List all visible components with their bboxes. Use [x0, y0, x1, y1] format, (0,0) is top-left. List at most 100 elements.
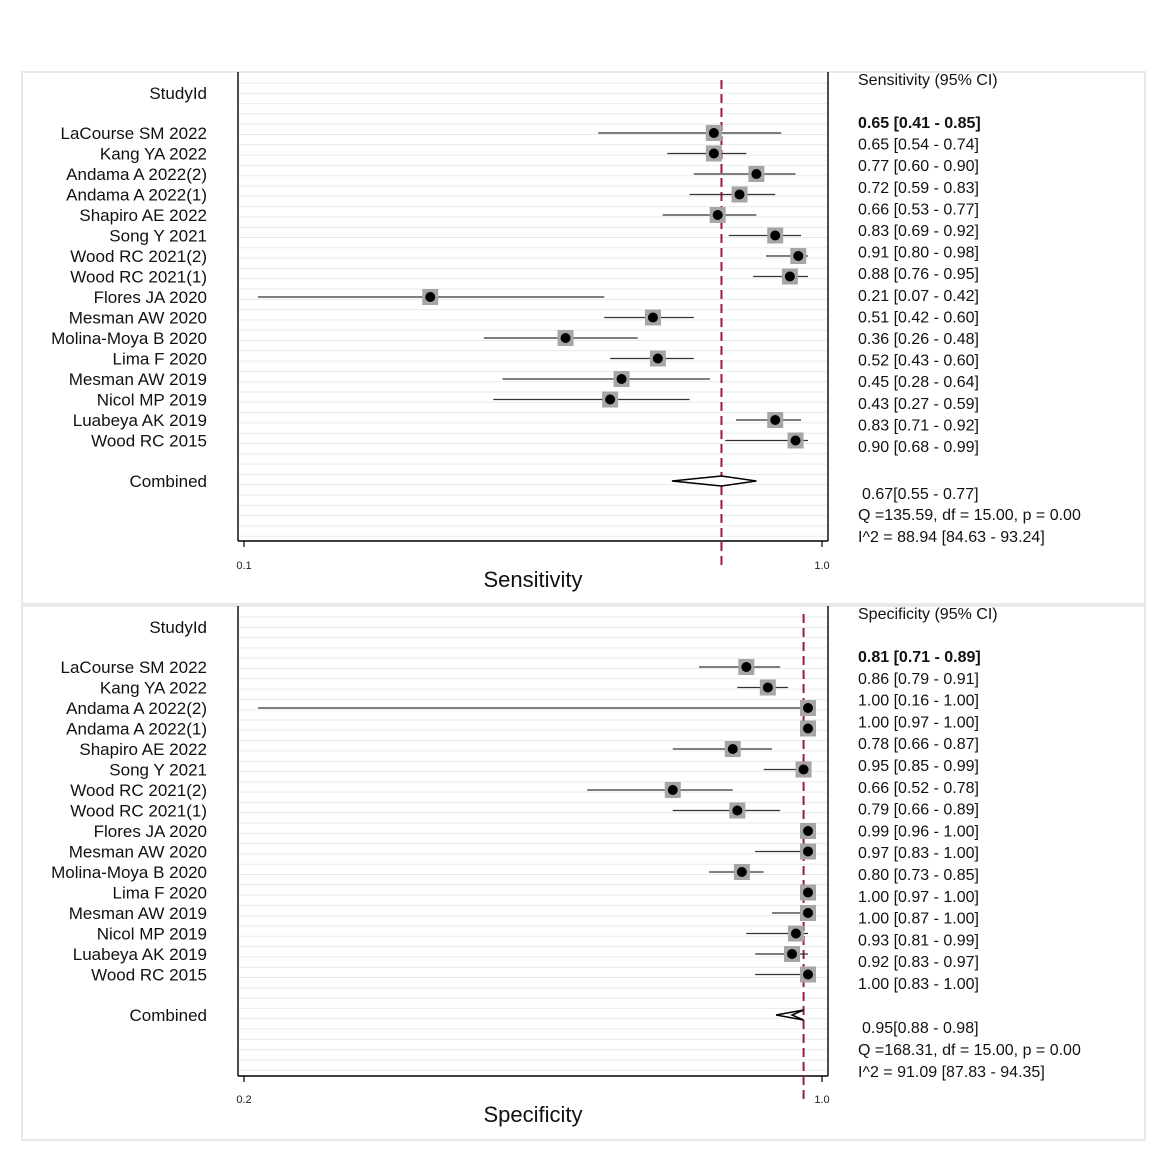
study-ci-text: 0.97 [0.83 - 1.00]: [858, 845, 979, 862]
study-ci-text: 0.78 [0.66 - 0.87]: [858, 736, 979, 753]
study-ci-text: 0.95 [0.85 - 0.99]: [858, 758, 979, 775]
study-ci-text: 0.43 [0.27 - 0.59]: [858, 396, 979, 413]
study-point-estimate: [727, 744, 738, 754]
study-ci-text: 0.65 [0.41 - 0.85]: [858, 115, 981, 132]
study-point-estimate: [790, 928, 801, 939]
study-ci-text: 0.79 [0.66 - 0.89]: [858, 802, 979, 819]
specificity-panel: 0.2 1.0 Specificity StudyId Specificity (95%…: [21, 605, 1146, 1141]
study-point-estimate: [798, 764, 809, 775]
study-ci-text: 0.72 [0.59 - 0.83]: [858, 180, 979, 197]
study-ci-text: 0.77 [0.60 - 0.90]: [858, 158, 979, 175]
study-ci-text: 0.65 [0.54 - 0.74]: [858, 137, 979, 154]
study-point-estimate: [708, 148, 719, 159]
study-ci-text: 1.00 [0.83 - 1.00]: [858, 976, 979, 993]
study-ci-text: 0.21 [0.07 - 0.42]: [858, 288, 979, 305]
ci-column-header: Specificity (95% CI): [858, 606, 998, 623]
study-label: Lima F 2020: [113, 884, 208, 903]
study-ci-text: 0.80 [0.73 - 0.85]: [858, 867, 979, 884]
study-label: Luabeya AK 2019: [73, 945, 207, 964]
study-label: Flores JA 2020: [94, 288, 207, 307]
study-label: Kang YA 2022: [100, 679, 207, 698]
study-point-estimate: [784, 271, 795, 282]
study-label: Kang YA 2022: [100, 145, 207, 164]
study-point-estimate: [732, 805, 743, 816]
sensitivity-panel: 0.1 1.0 Sensitivity StudyId Sensitivity (95%…: [21, 71, 1146, 605]
study-point-estimate: [793, 251, 804, 261]
study-ci-text: 0.92 [0.83 - 0.97]: [858, 954, 979, 971]
study-label: Song Y 2021: [109, 761, 207, 780]
x-tick-label: 0.1: [236, 560, 251, 572]
study-label: Flores JA 2020: [94, 822, 207, 841]
combined-diamond: [671, 475, 757, 487]
study-label: Nicol MP 2019: [97, 391, 207, 410]
study-point-estimate: [762, 682, 773, 693]
study-ci-text: 1.00 [0.16 - 1.00]: [858, 693, 979, 710]
study-ci-text: 0.66 [0.52 - 0.78]: [858, 780, 979, 797]
study-ci-text: 0.83 [0.69 - 0.92]: [858, 223, 979, 240]
study-ci-text: 0.45 [0.28 - 0.64]: [858, 374, 979, 391]
study-column-header: StudyId: [149, 84, 207, 103]
study-label: Shapiro AE 2022: [79, 206, 207, 225]
heterogeneity-q-text: Q =168.31, df = 15.00, p = 0.00: [858, 1042, 1081, 1059]
study-label: Andama A 2022(2): [66, 165, 207, 184]
combined-diamond: [775, 1009, 804, 1021]
study-point-estimate: [734, 189, 745, 200]
study-label: Andama A 2022(1): [66, 186, 207, 205]
study-label: Mesman AW 2020: [69, 309, 207, 328]
heterogeneity-i2-text: I^2 = 88.94 [84.63 - 93.24]: [858, 529, 1045, 546]
study-ci-text: 0.51 [0.42 - 0.60]: [858, 309, 979, 326]
study-point-estimate: [736, 867, 747, 877]
study-ci-text: 0.93 [0.81 - 0.99]: [858, 932, 979, 949]
study-point-estimate: [667, 785, 678, 795]
study-label: Wood RC 2015: [91, 432, 207, 451]
study-ci-text: 0.83 [0.71 - 0.92]: [858, 417, 979, 434]
study-label: Wood RC 2021(1): [70, 268, 207, 287]
panel-frame: [21, 605, 1146, 1141]
study-ci-text: 0.81 [0.71 - 0.89]: [858, 649, 981, 666]
study-point-estimate: [803, 846, 813, 857]
study-label: Wood RC 2021(2): [70, 781, 207, 800]
heterogeneity-q-text: Q =135.59, df = 15.00, p = 0.00: [858, 507, 1081, 524]
study-label: LaCourse SM 2022: [61, 658, 207, 677]
study-point-estimate: [787, 949, 798, 959]
study-ci-text: 0.36 [0.26 - 0.48]: [858, 331, 979, 348]
heterogeneity-i2-text: I^2 = 91.09 [87.83 - 94.35]: [858, 1064, 1045, 1081]
study-ci-text: 0.66 [0.53 - 0.77]: [858, 201, 979, 218]
study-point-estimate: [425, 292, 436, 302]
combined-label: Combined: [130, 1006, 208, 1025]
study-label: Song Y 2021: [109, 227, 207, 246]
study-label: Mesman AW 2020: [69, 843, 207, 862]
study-point-estimate: [803, 969, 813, 980]
study-ci-text: 1.00 [0.97 - 1.00]: [858, 714, 979, 731]
study-label: Wood RC 2021(1): [70, 802, 207, 821]
x-tick-label: 0.2: [236, 1094, 251, 1106]
study-point-estimate: [803, 826, 813, 836]
study-point-estimate: [790, 435, 801, 446]
study-point-estimate: [616, 374, 627, 384]
study-point-estimate: [560, 333, 571, 343]
x-tick-label: 1.0: [814, 560, 829, 572]
study-ci-text: 0.52 [0.43 - 0.60]: [858, 353, 979, 370]
study-ci-text: 0.88 [0.76 - 0.95]: [858, 266, 979, 283]
study-label: Wood RC 2015: [91, 966, 207, 985]
study-label: Andama A 2022(1): [66, 720, 207, 739]
study-label: Mesman AW 2019: [69, 370, 207, 389]
study-label: Mesman AW 2019: [69, 904, 207, 923]
study-label: Molina-Moya B 2020: [51, 329, 207, 348]
x-tick-label: 1.0: [814, 1094, 829, 1106]
study-ci-text: 0.91 [0.80 - 0.98]: [858, 245, 979, 262]
study-ci-text: 0.99 [0.96 - 1.00]: [858, 823, 979, 840]
study-label: Lima F 2020: [113, 350, 208, 369]
study-point-estimate: [770, 415, 781, 425]
study-label: Wood RC 2021(2): [70, 247, 207, 266]
x-axis-title: Sensitivity: [483, 567, 582, 592]
x-axis-title: Specificity: [483, 1102, 582, 1127]
study-label: Nicol MP 2019: [97, 925, 207, 944]
combined-ci-text: 0.67[0.55 - 0.77]: [862, 486, 979, 503]
combined-label: Combined: [130, 472, 208, 491]
study-column-header: StudyId: [149, 618, 207, 637]
study-ci-text: 0.90 [0.68 - 0.99]: [858, 439, 979, 456]
study-point-estimate: [803, 703, 813, 713]
study-ci-text: 1.00 [0.87 - 1.00]: [858, 911, 979, 928]
